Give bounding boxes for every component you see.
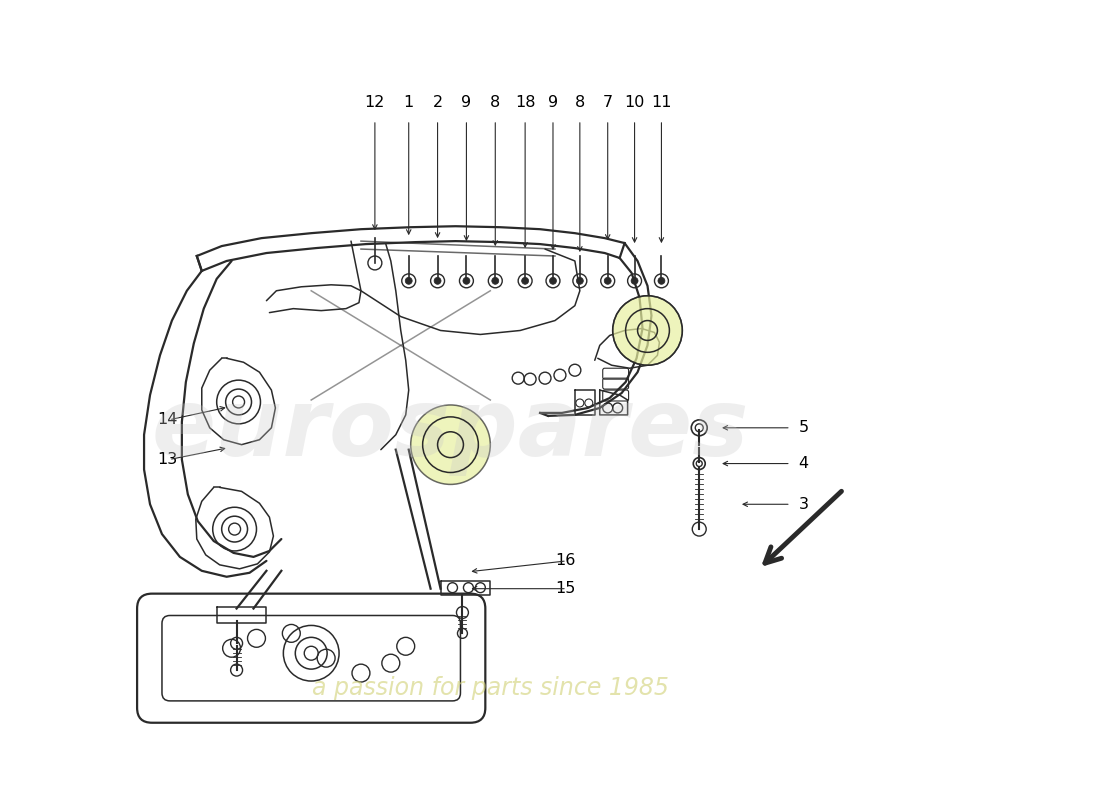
Text: 2: 2 bbox=[432, 94, 442, 110]
Circle shape bbox=[576, 278, 583, 284]
Text: 3: 3 bbox=[799, 497, 808, 512]
Text: 9: 9 bbox=[548, 94, 558, 110]
Circle shape bbox=[405, 278, 412, 284]
Text: 9: 9 bbox=[461, 94, 472, 110]
Circle shape bbox=[492, 278, 498, 284]
Text: 16: 16 bbox=[556, 554, 575, 568]
Text: 4: 4 bbox=[799, 456, 808, 471]
Circle shape bbox=[613, 296, 682, 366]
Circle shape bbox=[631, 278, 638, 284]
Circle shape bbox=[604, 278, 612, 284]
Circle shape bbox=[410, 405, 491, 485]
Circle shape bbox=[463, 278, 470, 284]
Circle shape bbox=[550, 278, 557, 284]
Text: eurospares: eurospares bbox=[152, 384, 749, 476]
Circle shape bbox=[521, 278, 529, 284]
Text: 11: 11 bbox=[651, 94, 672, 110]
Text: 8: 8 bbox=[574, 94, 585, 110]
Text: 15: 15 bbox=[556, 581, 575, 596]
Text: 1: 1 bbox=[404, 94, 414, 110]
Text: 7: 7 bbox=[603, 94, 613, 110]
Text: 8: 8 bbox=[491, 94, 501, 110]
Text: a passion for parts since 1985: a passion for parts since 1985 bbox=[312, 676, 669, 700]
Text: 5: 5 bbox=[799, 420, 808, 435]
Circle shape bbox=[434, 278, 441, 284]
Text: 10: 10 bbox=[625, 94, 645, 110]
Text: 18: 18 bbox=[515, 94, 536, 110]
Text: 12: 12 bbox=[365, 94, 385, 110]
Text: 14: 14 bbox=[157, 412, 177, 427]
Text: 13: 13 bbox=[157, 452, 177, 467]
Circle shape bbox=[658, 278, 664, 284]
